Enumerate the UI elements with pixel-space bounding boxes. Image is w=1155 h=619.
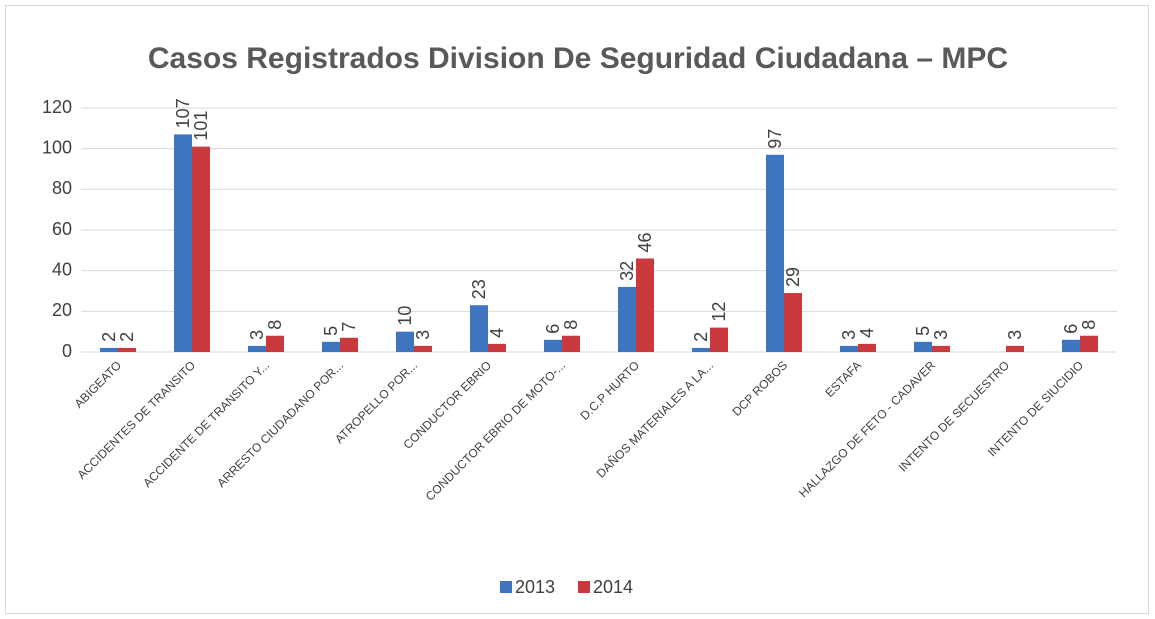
- legend-label: 2014: [593, 577, 633, 597]
- bar: [322, 341, 340, 352]
- value-label: 6: [1061, 324, 1081, 334]
- legend-swatch: [578, 581, 590, 593]
- value-label: 5: [321, 326, 341, 336]
- value-label: 2: [691, 332, 711, 342]
- y-tick-label: 20: [52, 300, 72, 320]
- value-label: 97: [765, 129, 785, 149]
- bar: [174, 134, 192, 352]
- value-label: 8: [1079, 320, 1099, 330]
- bar: [414, 345, 432, 352]
- bar: [692, 347, 710, 352]
- value-label: 7: [339, 322, 359, 332]
- value-label: 3: [931, 330, 951, 340]
- value-label: 4: [857, 328, 877, 338]
- y-tick-label: 40: [52, 259, 72, 279]
- value-label: 3: [247, 330, 267, 340]
- bar: [858, 343, 876, 352]
- value-label: 23: [469, 279, 489, 299]
- bar: [1080, 335, 1098, 352]
- bar: [266, 335, 284, 352]
- y-tick-label: 80: [52, 178, 72, 198]
- value-label: 29: [783, 267, 803, 287]
- value-label: 101: [191, 111, 211, 141]
- legend-label: 2013: [515, 577, 555, 597]
- value-label: 4: [487, 328, 507, 338]
- bar: [248, 345, 266, 352]
- y-tick-label: 120: [42, 97, 72, 117]
- bar: [636, 258, 654, 352]
- value-label: 2: [99, 332, 119, 342]
- value-label: 2: [117, 332, 137, 342]
- bar: [100, 347, 118, 352]
- value-label: 32: [617, 261, 637, 281]
- y-tick-label: 0: [62, 341, 72, 361]
- bar: [914, 341, 932, 352]
- value-label: 3: [1005, 330, 1025, 340]
- bar: [192, 146, 210, 352]
- value-label: 6: [543, 324, 563, 334]
- y-tick-label: 100: [42, 137, 72, 157]
- bar: [340, 337, 358, 352]
- bar: [784, 293, 802, 352]
- value-label: 3: [839, 330, 859, 340]
- bar: [932, 345, 950, 352]
- bar: [396, 331, 414, 352]
- bar: [544, 339, 562, 352]
- value-label: 3: [413, 330, 433, 340]
- value-label: 5: [913, 326, 933, 336]
- value-label: 12: [709, 302, 729, 322]
- bar: [488, 343, 506, 352]
- bar: [1006, 345, 1024, 352]
- value-label: 10: [395, 306, 415, 326]
- value-label: 107: [173, 98, 193, 128]
- bar: [840, 345, 858, 352]
- value-label: 8: [561, 320, 581, 330]
- bar: [118, 347, 136, 352]
- bar: [470, 305, 488, 352]
- bar: [562, 335, 580, 352]
- legend-swatch: [500, 581, 512, 593]
- value-label: 46: [635, 232, 655, 252]
- chart-title: Casos Registrados Division De Seguridad …: [148, 42, 1008, 75]
- y-tick-label: 60: [52, 219, 72, 239]
- value-label: 8: [265, 320, 285, 330]
- bar: [618, 286, 636, 352]
- bar: [1062, 339, 1080, 352]
- bar: [710, 327, 728, 352]
- bar: [766, 154, 784, 352]
